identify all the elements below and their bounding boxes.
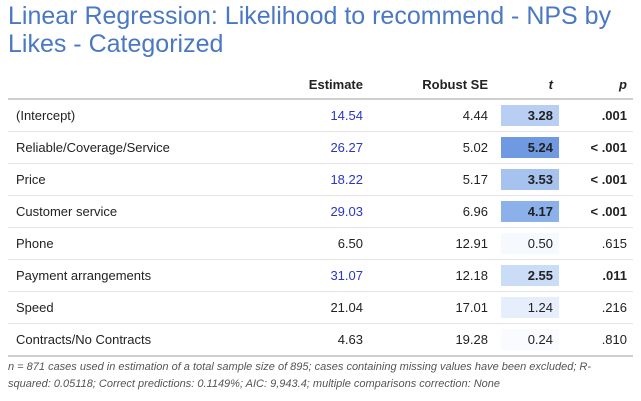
t-cell: 3.53 xyxy=(494,163,559,196)
row-label: Payment arrangements xyxy=(8,259,219,292)
table-header-row: Estimate Robust SE t p xyxy=(8,70,633,100)
table-row: Contracts/No Contracts 4.63 19.28 0.24.810 xyxy=(8,323,633,357)
row-label: Speed xyxy=(8,291,219,324)
regression-table: Estimate Robust SE t p (Intercept) 14.54 4… xyxy=(8,70,633,357)
table-row: Reliable/Coverage/Service 26.27 5.02 5.24 < … xyxy=(8,131,633,164)
t-cell: 0.50 xyxy=(494,227,559,260)
estimate-cell: 4.63 xyxy=(219,323,369,357)
robust-se-cell: 6.96 xyxy=(369,195,494,228)
table-row: Customer service 29.03 6.96 4.17 < .001 xyxy=(8,195,633,228)
p-value-cell: < .001 xyxy=(559,195,633,228)
table-row: Price 18.22 5.17 3.53 < .001 xyxy=(8,163,633,196)
estimate-cell: 6.50 xyxy=(219,227,369,260)
t-value-box: 3.53 xyxy=(501,169,559,190)
t-cell: 2.55 xyxy=(494,259,559,292)
footnote: n = 871 cases used in estimation of a to… xyxy=(8,361,592,390)
t-cell: 4.17 xyxy=(494,195,559,228)
t-value-box: 1.24 xyxy=(501,297,559,318)
robust-se-cell: 12.91 xyxy=(369,227,494,260)
column-header-label xyxy=(8,70,219,100)
t-cell: 1.24 xyxy=(494,291,559,324)
table-row: (Intercept) 14.54 4.44 3.28.001 xyxy=(8,99,633,132)
t-value-box: 4.17 xyxy=(501,201,559,222)
table-row: Speed 21.04 17.01 1.24.216 xyxy=(8,291,633,324)
p-value-cell: < .001 xyxy=(559,163,633,196)
t-cell: 0.24 xyxy=(494,323,559,357)
p-value-cell: .001 xyxy=(559,99,633,132)
t-value-box: 0.24 xyxy=(501,329,559,350)
robust-se-cell: 19.28 xyxy=(369,323,494,357)
t-cell: 5.24 xyxy=(494,131,559,164)
p-value-cell: < .001 xyxy=(559,131,633,164)
column-header-estimate: Estimate xyxy=(219,70,369,100)
p-value-cell: .011 xyxy=(559,259,633,292)
row-label: Price xyxy=(8,163,219,196)
estimate-cell: 14.54 xyxy=(219,99,369,132)
column-header-p: p xyxy=(559,70,633,100)
robust-se-cell: 5.02 xyxy=(369,131,494,164)
table-row: Payment arrangements 31.07 12.18 2.55.011 xyxy=(8,259,633,292)
row-label: (Intercept) xyxy=(8,99,219,132)
column-header-t: t xyxy=(494,70,559,100)
robust-se-cell: 17.01 xyxy=(369,291,494,324)
estimate-cell: 18.22 xyxy=(219,163,369,196)
row-label: Phone xyxy=(8,227,219,260)
p-value-cell: .810 xyxy=(559,323,633,357)
t-cell: 3.28 xyxy=(494,99,559,132)
t-value-box: 2.55 xyxy=(501,265,559,286)
row-label: Customer service xyxy=(8,195,219,228)
row-label: Reliable/Coverage/Service xyxy=(8,131,219,164)
page-title: Linear Regression: Likelihood to recomme… xyxy=(8,2,612,58)
estimate-cell: 29.03 xyxy=(219,195,369,228)
row-label: Contracts/No Contracts xyxy=(8,323,219,357)
estimate-cell: 21.04 xyxy=(219,291,369,324)
estimate-cell: 26.27 xyxy=(219,131,369,164)
t-value-box: 0.50 xyxy=(501,233,559,254)
t-value-box: 5.24 xyxy=(501,137,559,158)
p-value-cell: .216 xyxy=(559,291,633,324)
robust-se-cell: 12.18 xyxy=(369,259,494,292)
robust-se-cell: 4.44 xyxy=(369,99,494,132)
t-value-box: 3.28 xyxy=(501,105,559,126)
table-row: Phone 6.50 12.91 0.50.615 xyxy=(8,227,633,260)
p-value-cell: .615 xyxy=(559,227,633,260)
estimate-cell: 31.07 xyxy=(219,259,369,292)
column-header-robust-se: Robust SE xyxy=(369,70,494,100)
robust-se-cell: 5.17 xyxy=(369,163,494,196)
